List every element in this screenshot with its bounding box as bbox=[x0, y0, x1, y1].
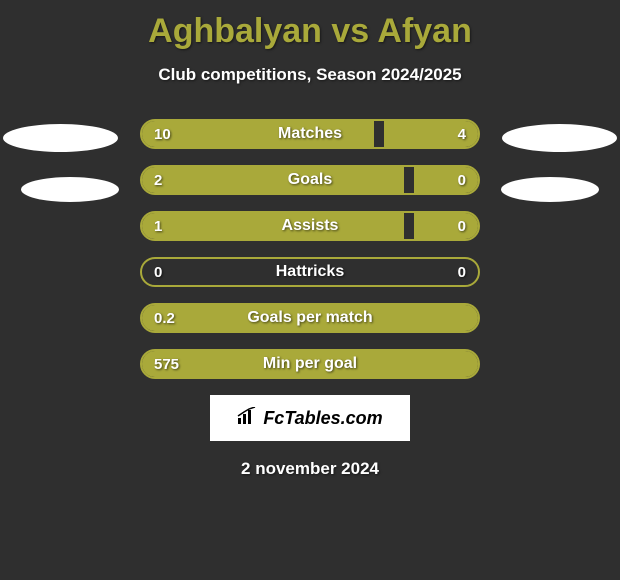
stat-row-min-per-goal: 575 Min per goal bbox=[140, 349, 480, 379]
comparison-content: 10 Matches 4 2 Goals 0 1 Assists 0 0 Hat… bbox=[0, 119, 620, 479]
stat-value-right: 0 bbox=[458, 167, 466, 193]
stat-value-right: 0 bbox=[458, 213, 466, 239]
player-avatar-right-2 bbox=[501, 177, 599, 202]
stat-label: Hattricks bbox=[142, 259, 478, 285]
comparison-title: Aghbalyan vs Afyan bbox=[0, 0, 620, 51]
chart-icon bbox=[237, 407, 259, 430]
comparison-date: 2 november 2024 bbox=[0, 459, 620, 479]
stat-label: Min per goal bbox=[142, 351, 478, 377]
stat-row-goals: 2 Goals 0 bbox=[140, 165, 480, 195]
stat-label: Goals per match bbox=[142, 305, 478, 331]
stat-row-matches: 10 Matches 4 bbox=[140, 119, 480, 149]
logo-text: FcTables.com bbox=[263, 408, 382, 429]
stat-label: Assists bbox=[142, 213, 478, 239]
stat-row-goals-per-match: 0.2 Goals per match bbox=[140, 303, 480, 333]
stat-label: Matches bbox=[142, 121, 478, 147]
logo-box: FcTables.com bbox=[210, 395, 410, 441]
player-avatar-left-1 bbox=[3, 124, 118, 152]
player-avatar-left-2 bbox=[21, 177, 119, 202]
player-avatar-right-1 bbox=[502, 124, 617, 152]
comparison-subtitle: Club competitions, Season 2024/2025 bbox=[0, 65, 620, 85]
stat-row-assists: 1 Assists 0 bbox=[140, 211, 480, 241]
stat-value-right: 4 bbox=[458, 121, 466, 147]
stat-label: Goals bbox=[142, 167, 478, 193]
stat-bars: 10 Matches 4 2 Goals 0 1 Assists 0 0 Hat… bbox=[140, 119, 480, 379]
stat-row-hattricks: 0 Hattricks 0 bbox=[140, 257, 480, 287]
stat-value-right: 0 bbox=[458, 259, 466, 285]
